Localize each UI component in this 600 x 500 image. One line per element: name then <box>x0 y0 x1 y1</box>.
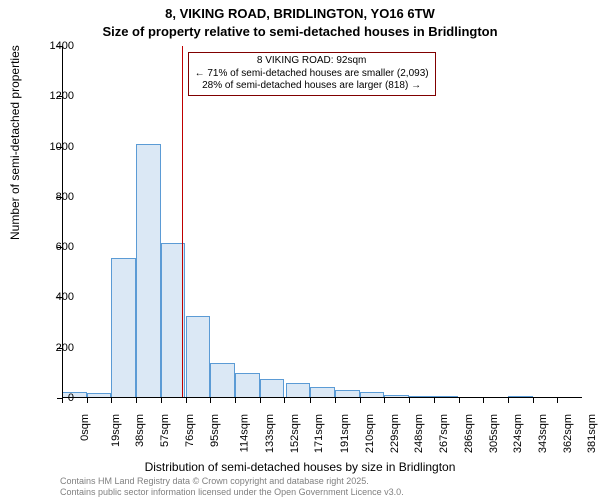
x-tick-label: 19sqm <box>110 414 122 447</box>
attribution-line: Contains HM Land Registry data © Crown c… <box>60 476 404 487</box>
chart-container: 8, VIKING ROAD, BRIDLINGTON, YO16 6TW Si… <box>0 0 600 500</box>
x-tick-label: 210sqm <box>364 414 376 453</box>
x-tick-label: 57sqm <box>159 414 171 447</box>
y-tick-label: 800 <box>56 191 74 203</box>
histogram-bar <box>260 379 285 398</box>
x-tick-label: 248sqm <box>414 414 426 453</box>
x-tick-label: 152sqm <box>289 414 301 453</box>
y-axis-label: Number of semi-detached properties <box>8 45 22 240</box>
x-tick-label: 191sqm <box>339 414 351 453</box>
x-tick <box>284 398 285 403</box>
x-tick <box>384 398 385 403</box>
x-tick <box>161 398 162 403</box>
x-tick-label: 362sqm <box>562 414 574 453</box>
x-tick <box>360 398 361 403</box>
x-tick <box>210 398 211 403</box>
callout-box: 8 VIKING ROAD: 92sqm← 71% of semi-detach… <box>188 52 436 96</box>
x-tick <box>260 398 261 403</box>
histogram-bar <box>136 144 161 398</box>
x-axis <box>62 397 582 398</box>
x-tick-label: 286sqm <box>463 414 475 453</box>
x-tick-label: 38sqm <box>134 414 146 447</box>
x-tick-label: 381sqm <box>586 414 598 453</box>
reference-line <box>182 46 184 398</box>
callout-line: 8 VIKING ROAD: 92sqm <box>195 55 429 68</box>
x-tick <box>434 398 435 403</box>
x-tick-label: 0sqm <box>79 414 91 441</box>
histogram-bar <box>111 258 136 398</box>
callout-line: ← 71% of semi-detached houses are smalle… <box>195 68 429 81</box>
attribution-line: Contains public sector information licen… <box>60 487 404 498</box>
chart-title-sub: Size of property relative to semi-detach… <box>0 24 600 39</box>
callout-line: 28% of semi-detached houses are larger (… <box>195 80 429 93</box>
x-tick <box>310 398 311 403</box>
x-tick <box>409 398 410 403</box>
x-tick <box>533 398 534 403</box>
x-tick <box>459 398 460 403</box>
x-tick-label: 267sqm <box>438 414 450 453</box>
y-tick-label: 400 <box>56 291 74 303</box>
x-tick-label: 343sqm <box>537 414 549 453</box>
y-tick-label: 1000 <box>50 141 74 153</box>
x-tick <box>136 398 137 403</box>
x-tick <box>62 398 63 403</box>
x-tick-label: 229sqm <box>389 414 401 453</box>
plot-area: 8 VIKING ROAD: 92sqm← 71% of semi-detach… <box>62 46 582 398</box>
y-tick-label: 1400 <box>50 40 74 52</box>
x-tick <box>557 398 558 403</box>
histogram-bar <box>235 373 260 398</box>
histogram-bar <box>286 383 311 398</box>
x-tick-label: 133sqm <box>264 414 276 453</box>
x-tick <box>87 398 88 403</box>
x-tick <box>508 398 509 403</box>
attribution: Contains HM Land Registry data © Crown c… <box>60 476 404 498</box>
histogram-bar <box>186 316 211 398</box>
y-tick-label: 1200 <box>50 90 74 102</box>
x-tick <box>483 398 484 403</box>
x-tick <box>335 398 336 403</box>
x-tick-label: 305sqm <box>488 414 500 453</box>
histogram-bar <box>210 363 235 398</box>
x-tick-label: 95sqm <box>209 414 221 447</box>
chart-title-main: 8, VIKING ROAD, BRIDLINGTON, YO16 6TW <box>0 6 600 21</box>
x-tick-label: 324sqm <box>512 414 524 453</box>
x-axis-label: Distribution of semi-detached houses by … <box>0 460 600 474</box>
x-tick <box>186 398 187 403</box>
x-tick <box>235 398 236 403</box>
x-tick <box>111 398 112 403</box>
y-tick-label: 200 <box>56 342 74 354</box>
y-tick-label: 600 <box>56 241 74 253</box>
y-tick-label: 0 <box>68 392 74 404</box>
x-tick-label: 114sqm <box>239 414 251 452</box>
x-tick-label: 76sqm <box>184 414 196 447</box>
x-tick-label: 171sqm <box>313 414 325 453</box>
